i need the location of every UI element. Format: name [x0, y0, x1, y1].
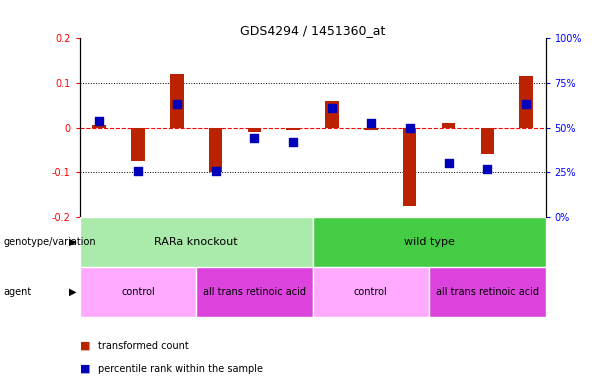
- Bar: [80, 217, 313, 267]
- Text: percentile rank within the sample: percentile rank within the sample: [98, 364, 263, 374]
- Text: ■: ■: [80, 364, 90, 374]
- Bar: [80, 267, 196, 317]
- Bar: [519, 76, 533, 127]
- Bar: [170, 74, 183, 127]
- Bar: [158, 217, 196, 263]
- Bar: [442, 123, 455, 127]
- Bar: [429, 267, 546, 317]
- Point: [405, 124, 414, 131]
- Bar: [429, 217, 468, 263]
- Text: all trans retinoic acid: all trans retinoic acid: [436, 287, 539, 297]
- Bar: [313, 267, 429, 317]
- Point: [366, 120, 376, 126]
- Text: GSM775292: GSM775292: [216, 219, 224, 265]
- Text: GSM775302: GSM775302: [526, 219, 535, 266]
- Text: GSM775297: GSM775297: [371, 219, 380, 266]
- Point: [94, 118, 104, 124]
- Text: ▶: ▶: [69, 237, 76, 247]
- Text: GSM775294: GSM775294: [449, 219, 457, 266]
- Bar: [93, 126, 106, 127]
- Text: ■: ■: [80, 341, 90, 351]
- Text: control: control: [121, 287, 155, 297]
- Bar: [351, 217, 390, 263]
- Bar: [80, 217, 118, 263]
- Bar: [248, 127, 261, 132]
- Text: agent: agent: [3, 287, 31, 297]
- Text: wild type: wild type: [404, 237, 454, 247]
- Text: all trans retinoic acid: all trans retinoic acid: [203, 287, 306, 297]
- Text: RARa knockout: RARa knockout: [154, 237, 238, 247]
- Text: genotype/variation: genotype/variation: [3, 237, 96, 247]
- Bar: [481, 127, 494, 154]
- Text: ▶: ▶: [69, 287, 76, 297]
- Text: control: control: [354, 287, 388, 297]
- Point: [133, 167, 143, 174]
- Point: [482, 166, 492, 172]
- Text: GSM775298: GSM775298: [487, 219, 497, 265]
- Point: [172, 101, 181, 108]
- Point: [211, 167, 221, 174]
- Bar: [196, 267, 313, 317]
- Text: transformed count: transformed count: [98, 341, 189, 351]
- Bar: [326, 101, 339, 127]
- Text: GSM775291: GSM775291: [99, 219, 108, 265]
- Point: [288, 139, 298, 145]
- Bar: [235, 217, 274, 263]
- Bar: [313, 217, 351, 263]
- Point: [327, 105, 337, 111]
- Bar: [390, 217, 429, 263]
- Text: GSM775299: GSM775299: [177, 219, 186, 266]
- Title: GDS4294 / 1451360_at: GDS4294 / 1451360_at: [240, 24, 386, 37]
- Bar: [468, 217, 507, 263]
- Point: [444, 161, 454, 167]
- Bar: [364, 127, 378, 130]
- Text: GSM775300: GSM775300: [293, 219, 302, 266]
- Bar: [131, 127, 145, 161]
- Point: [521, 101, 531, 108]
- Text: GSM775293: GSM775293: [332, 219, 341, 266]
- Bar: [507, 217, 546, 263]
- Bar: [118, 217, 158, 263]
- Bar: [209, 127, 223, 172]
- Bar: [274, 217, 313, 263]
- Text: GSM775301: GSM775301: [409, 219, 419, 266]
- Bar: [403, 127, 416, 206]
- Point: [249, 135, 259, 141]
- Bar: [313, 217, 546, 267]
- Text: GSM775296: GSM775296: [254, 219, 264, 266]
- Text: GSM775295: GSM775295: [138, 219, 147, 266]
- Bar: [286, 127, 300, 130]
- Bar: [196, 217, 235, 263]
